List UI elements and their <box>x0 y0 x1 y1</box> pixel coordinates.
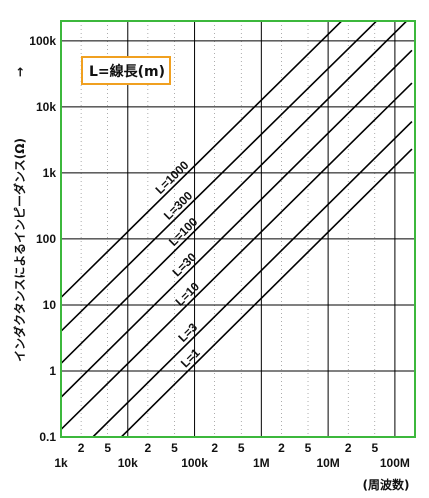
y-tick-label-4: 1k <box>43 166 57 180</box>
series-line-4 <box>61 82 413 431</box>
series-line-1 <box>61 21 378 332</box>
x-minor-label-2: 2 <box>145 441 152 455</box>
x-minor-label-7: 5 <box>305 441 312 455</box>
x-tick-label-3: 1M <box>253 456 270 470</box>
x-minor-tick-labels: 2 5 2 5 2 5 2 5 2 5 <box>78 441 379 455</box>
y-tick-labels: 0.1 1 10 100 1k 10k 100k <box>29 34 56 444</box>
x-minor-label-4: 2 <box>211 441 218 455</box>
series-line-5 <box>92 120 413 437</box>
y-tick-label-6: 100k <box>29 34 56 48</box>
series-line-3 <box>61 49 413 398</box>
y-tick-label-1: 1 <box>49 364 56 378</box>
legend-box: L=線長(m) <box>81 56 171 85</box>
x-minor-label-5: 5 <box>238 441 245 455</box>
x-tick-label-4: 10M <box>316 456 339 470</box>
x-tick-label-2: 100k <box>181 456 208 470</box>
x-minor-label-8: 2 <box>345 441 352 455</box>
x-minor-label-9: 5 <box>371 441 378 455</box>
x-tick-label-1: 10k <box>118 456 138 470</box>
series-label-5: L=3 <box>175 320 200 345</box>
series-line-6 <box>120 148 413 437</box>
y-axis-arrow: → <box>13 67 27 77</box>
x-minor-label-6: 2 <box>278 441 285 455</box>
y-tick-label-5: 10k <box>36 100 56 114</box>
y-axis-label: インダクタンスによるインピーダンス(Ω) <box>12 138 27 362</box>
legend-border <box>81 56 171 85</box>
x-minor-label-3: 5 <box>171 441 178 455</box>
x-tick-label-5: 100M <box>380 456 410 470</box>
series-line-0 <box>61 21 343 299</box>
y-tick-label-3: 100 <box>36 232 56 246</box>
y-tick-label-2: 10 <box>43 298 57 312</box>
y-tick-label-0: 0.1 <box>39 430 56 444</box>
x-minor-label-0: 2 <box>78 441 85 455</box>
x-axis-label: (周波数) <box>363 477 410 492</box>
x-tick-label-0: 1k <box>54 456 68 470</box>
series-lines <box>61 21 413 437</box>
x-minor-label-1: 5 <box>104 441 111 455</box>
legend-text: L=線長(m) <box>89 63 165 80</box>
plot-frame <box>60 20 416 438</box>
series-line-2 <box>61 21 408 365</box>
x-tick-labels: 1k 10k 100k 1M 10M 100M <box>54 456 410 470</box>
